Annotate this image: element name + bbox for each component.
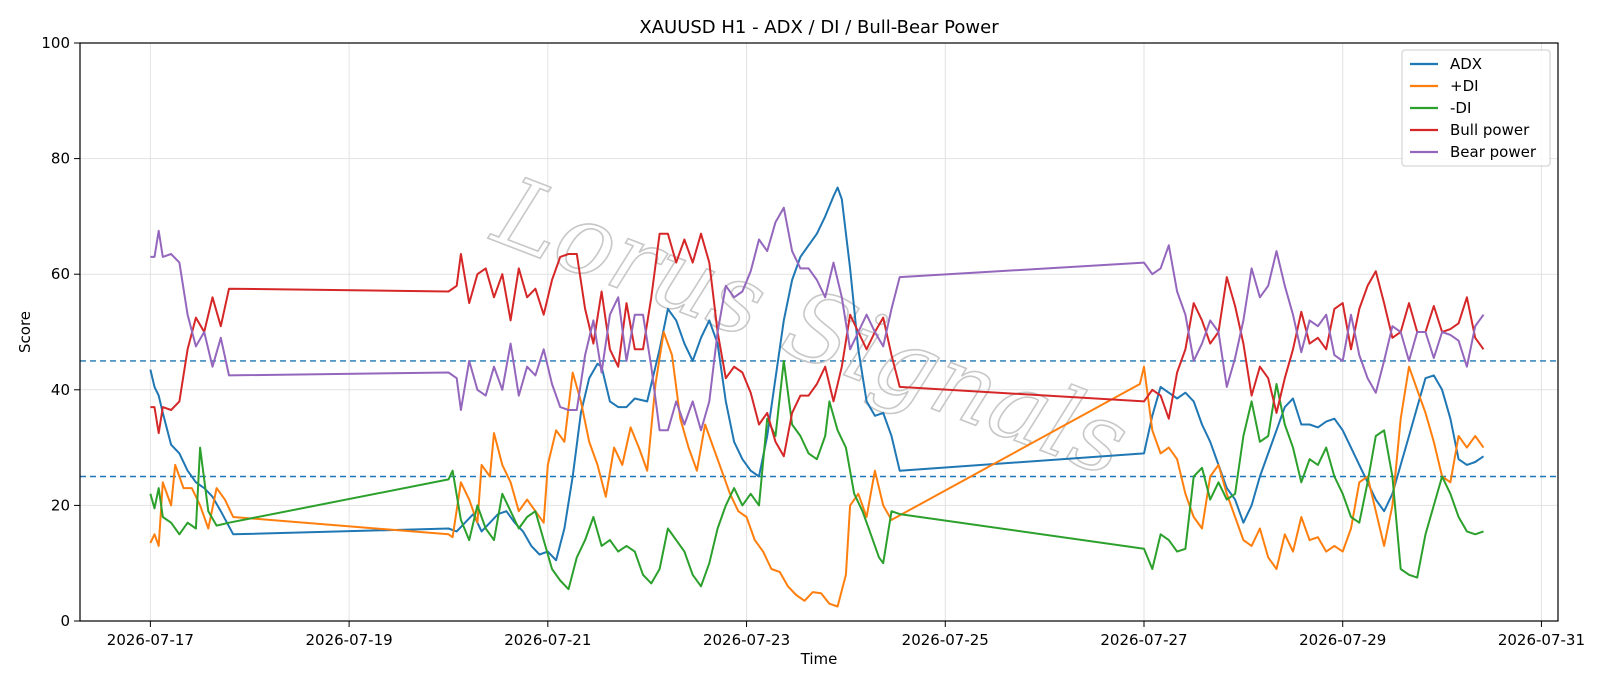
- x-tick-label: 2026-07-23: [703, 631, 790, 649]
- y-tick-label: 100: [41, 34, 70, 52]
- x-tick-label: 2026-07-25: [902, 631, 989, 649]
- x-tick-label: 2026-07-29: [1299, 631, 1386, 649]
- x-tick-label: 2026-07-27: [1100, 631, 1187, 649]
- series-line-di: [149, 331, 1485, 608]
- x-tick-label: 2026-07-19: [306, 631, 393, 649]
- y-tick-label: 40: [51, 381, 70, 399]
- x-axis: 2026-07-17 2026-07-19 2026-07-21 2026-07-23…: [107, 621, 1585, 649]
- y-tick-label: 20: [51, 496, 70, 514]
- legend-label-di: -DI: [1450, 99, 1471, 117]
- y-tick-label: 0: [60, 612, 70, 630]
- series-line-bull-power: [150, 232, 1485, 458]
- x-tick-label: 2026-07-17: [107, 631, 194, 649]
- legend-label-bear-power: Bear power: [1450, 143, 1537, 161]
- series-line-di: [149, 359, 1484, 591]
- y-tick-label: 60: [51, 265, 70, 283]
- reference-lines: [80, 360, 1558, 478]
- y-axis: 0 20 40 60 80 100: [41, 34, 80, 630]
- x-tick-label: 2026-07-21: [504, 631, 591, 649]
- legend-label-adx: ADX: [1450, 55, 1482, 73]
- chart-title: XAUUSD H1 - ADX / DI / Bull-Bear Power: [639, 17, 999, 38]
- x-tick-label: 2026-07-31: [1498, 631, 1585, 649]
- y-tick-label: 80: [51, 150, 70, 168]
- legend: ADX +DI -DI Bull power Bear power: [1401, 49, 1551, 167]
- plot-frame: [79, 42, 1559, 622]
- y-axis-title: Score: [16, 311, 34, 353]
- legend-entries: ADX +DI -DI Bull power Bear power: [1410, 55, 1537, 161]
- legend-box: [1401, 49, 1551, 167]
- legend-label-bull-power: Bull power: [1450, 121, 1530, 139]
- legend-label-di: +DI: [1450, 77, 1479, 95]
- series: [149, 186, 1485, 608]
- series-line-bear-power: [150, 206, 1485, 432]
- x-axis-title: Time: [800, 650, 838, 668]
